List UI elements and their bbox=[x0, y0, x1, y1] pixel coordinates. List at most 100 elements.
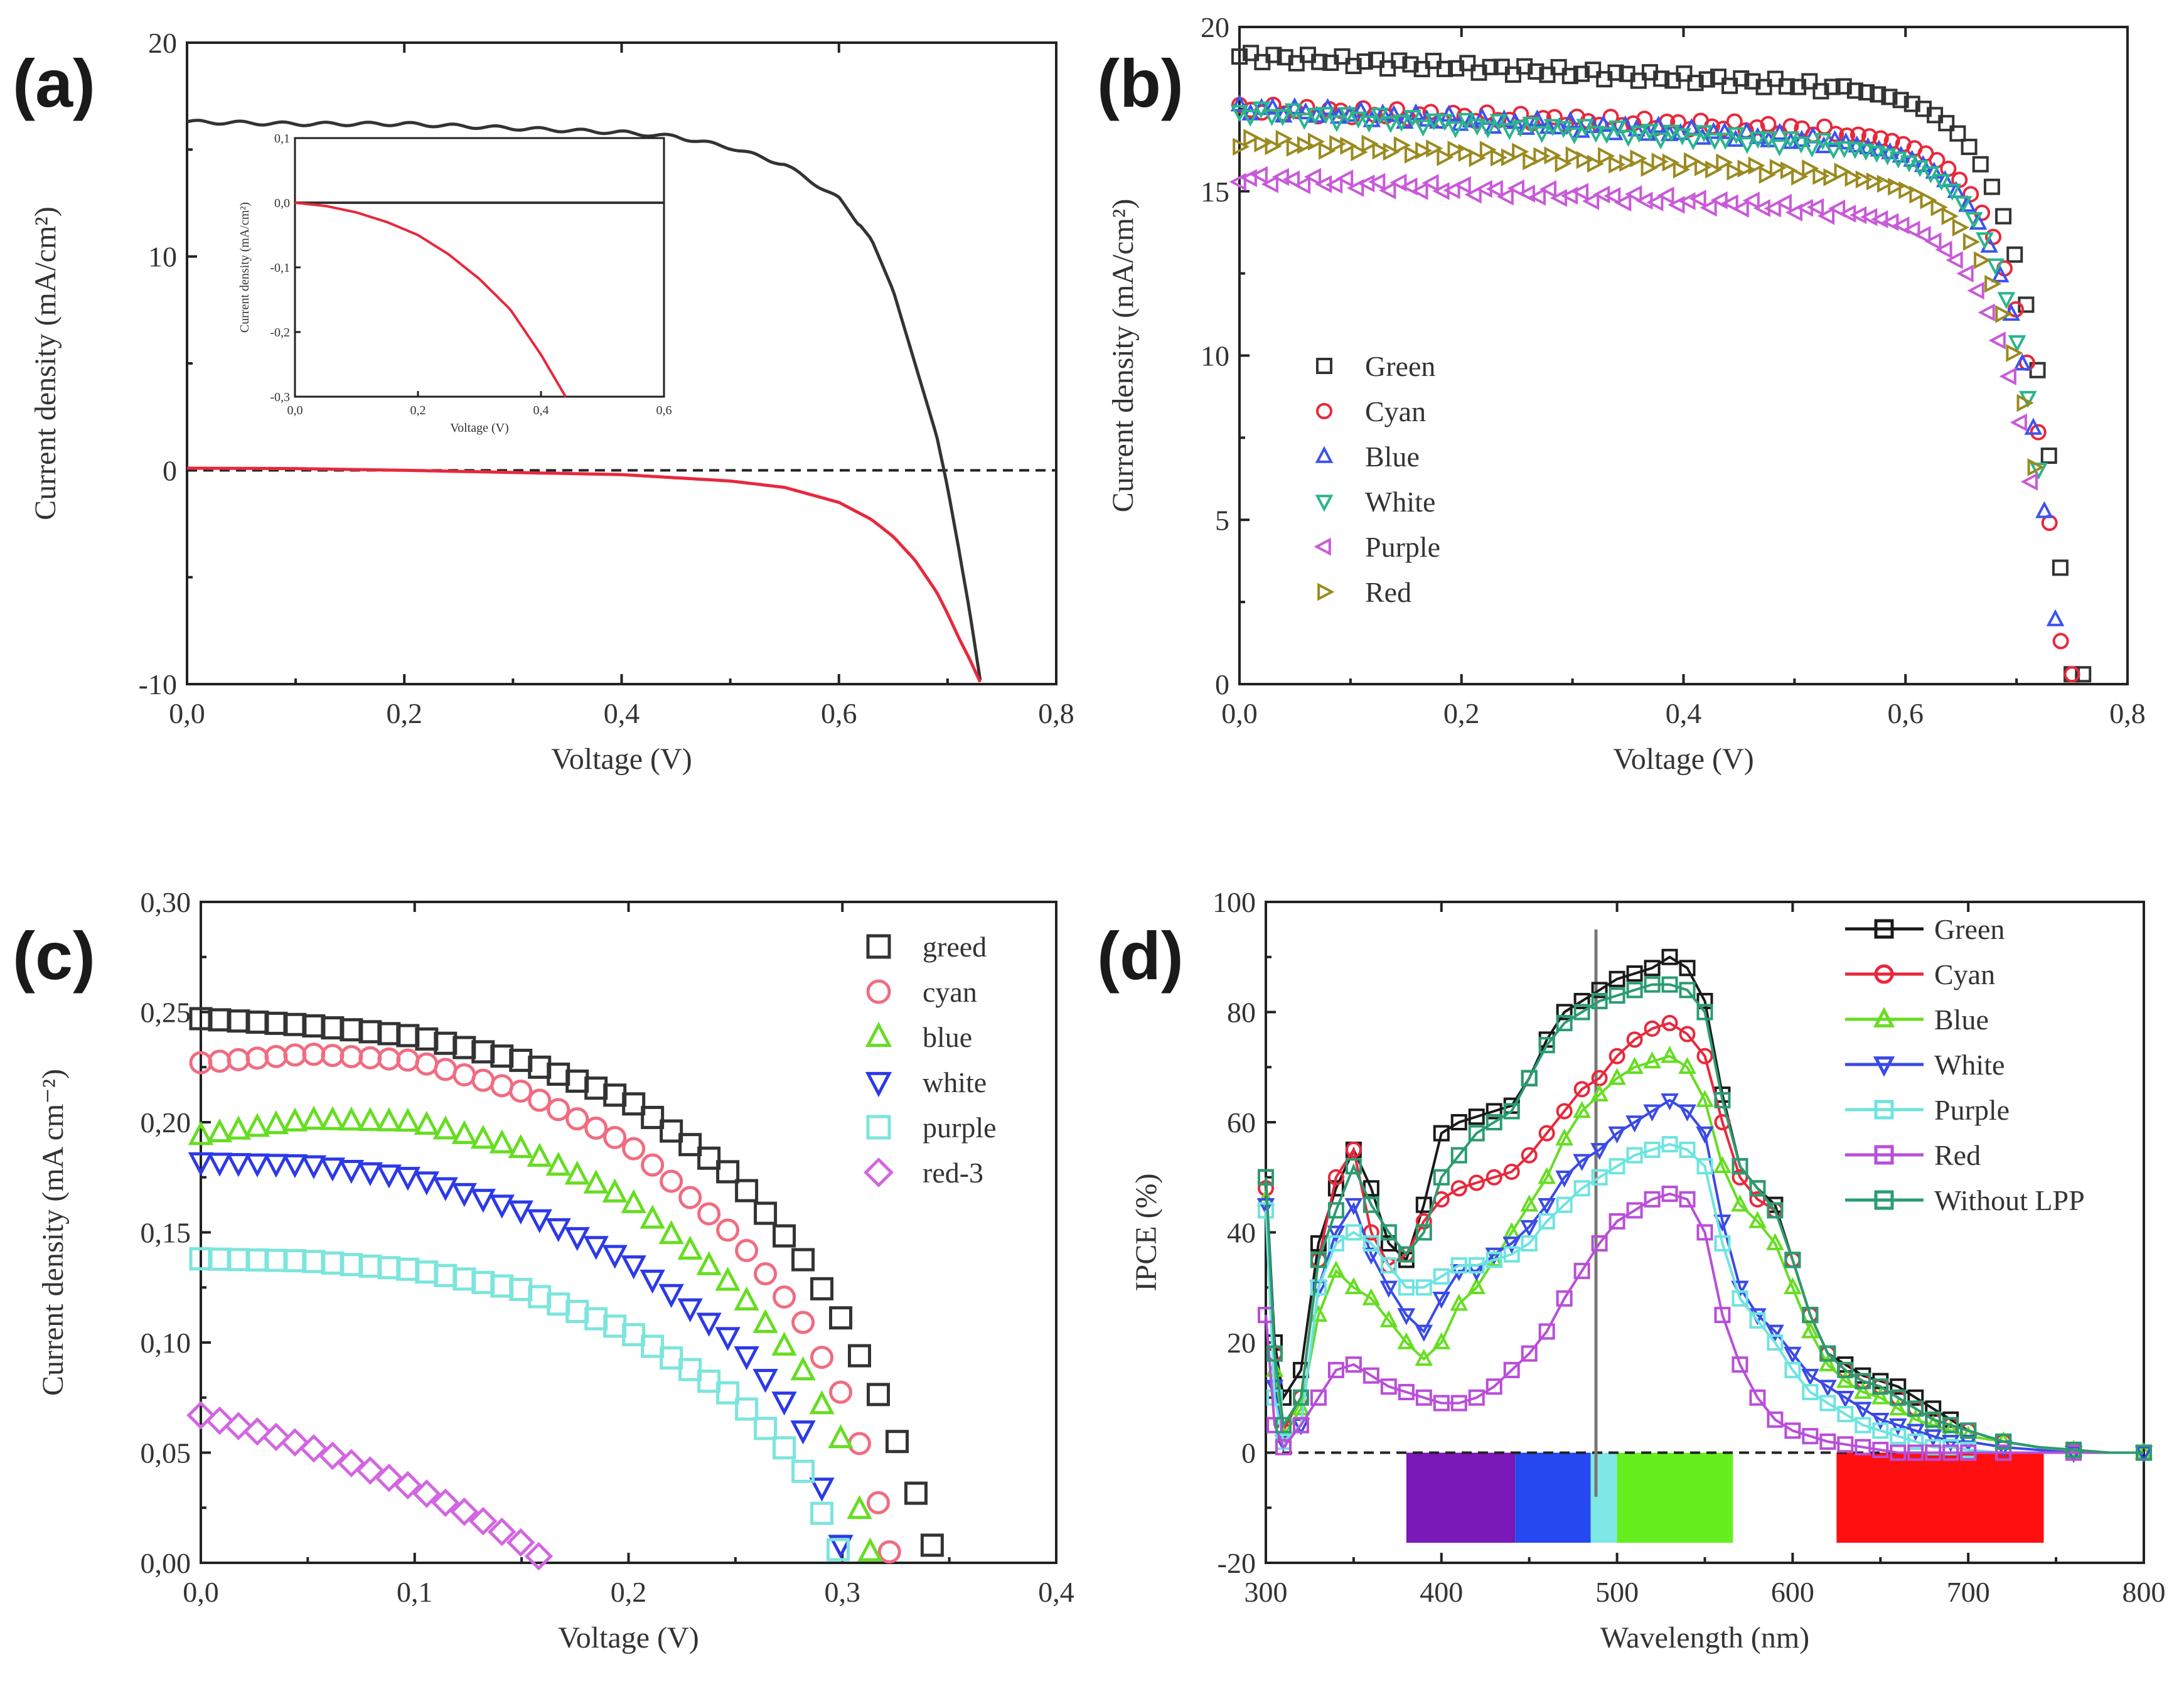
data-point-white bbox=[451, 1182, 477, 1208]
data-point-White bbox=[1414, 119, 1432, 137]
data-point-Without-LPP bbox=[1696, 1004, 1713, 1021]
data-point-Purple bbox=[1646, 193, 1664, 212]
legend-marker-red-3 bbox=[864, 1157, 894, 1187]
data-point-Red bbox=[1962, 233, 1981, 251]
data-point-Red bbox=[1297, 136, 1315, 154]
x-tick-label: 0,4 bbox=[1038, 1576, 1074, 1608]
data-point-Purple bbox=[1411, 182, 1428, 200]
data-point-Green bbox=[1801, 73, 1818, 90]
data-point-White bbox=[1538, 1198, 1556, 1216]
data-point-Cyan bbox=[1732, 1169, 1748, 1186]
data-point-White bbox=[1824, 142, 1843, 159]
x-axis-label: Voltage (V) bbox=[558, 1621, 699, 1654]
data-point-Green bbox=[1573, 992, 1590, 1009]
data-point-Purple bbox=[1398, 1279, 1415, 1296]
data-point-greed bbox=[396, 1024, 420, 1048]
y-axis-label: Current density (mA/cm²) bbox=[29, 206, 62, 520]
data-point-Blue bbox=[1362, 1288, 1381, 1305]
data-point-purple bbox=[622, 1323, 646, 1347]
data-point-Red bbox=[1630, 149, 1647, 168]
data-point-blue bbox=[451, 1120, 477, 1144]
data-point-greed bbox=[584, 1076, 608, 1100]
data-point-greed bbox=[791, 1248, 815, 1272]
data-point-purple bbox=[565, 1299, 589, 1323]
data-point-Green bbox=[1436, 60, 1453, 77]
inset-series-red bbox=[294, 201, 567, 398]
data-point-white bbox=[376, 1164, 402, 1189]
data-point-Purple bbox=[1978, 303, 1995, 322]
data-point-Green bbox=[1778, 78, 1795, 95]
data-point-Red bbox=[1872, 1442, 1889, 1459]
data-point-Red bbox=[1714, 1307, 1731, 1324]
series-purple bbox=[189, 1247, 850, 1562]
data-point-white bbox=[545, 1218, 571, 1243]
data-point-Cyan bbox=[1962, 186, 1979, 203]
data-point-cyan bbox=[245, 1046, 269, 1070]
data-point-Red bbox=[1791, 167, 1809, 186]
data-point-Purple bbox=[1603, 186, 1621, 205]
inset-y-tick-label: 0,1 bbox=[274, 132, 290, 146]
data-point-Purple bbox=[1837, 1406, 1854, 1423]
data-point-White bbox=[1705, 132, 1724, 151]
data-point-white bbox=[677, 1298, 703, 1322]
legend-label-red-3: red-3 bbox=[923, 1157, 983, 1189]
data-point-Blue bbox=[1705, 122, 1723, 139]
panel-label: (c) bbox=[13, 918, 95, 994]
data-point-Purple bbox=[1946, 251, 1963, 269]
data-point-Without-LPP bbox=[1485, 1114, 1502, 1130]
data-point-White bbox=[1630, 126, 1649, 143]
data-point-White bbox=[1489, 114, 1508, 131]
data-point-white bbox=[206, 1152, 233, 1177]
data-point-White bbox=[1344, 1198, 1363, 1216]
data-point-White bbox=[1619, 129, 1637, 147]
data-point-purple bbox=[434, 1263, 458, 1287]
x-tick-label: 0,2 bbox=[1443, 697, 1480, 729]
data-point-White bbox=[1819, 1380, 1837, 1397]
data-point-Without-LPP bbox=[2136, 1444, 2152, 1461]
data-point-White bbox=[1381, 115, 1400, 134]
data-point-Red bbox=[1383, 142, 1400, 161]
data-point-greed bbox=[509, 1048, 533, 1072]
data-point-Red bbox=[1784, 1422, 1801, 1439]
data-point-greed bbox=[885, 1430, 909, 1454]
data-point-red-3 bbox=[488, 1517, 517, 1547]
data-point-Without-LPP bbox=[1890, 1389, 1907, 1406]
data-point-blue bbox=[244, 1113, 270, 1137]
data-point-Green bbox=[1459, 55, 1476, 72]
y-tick-label: -20 bbox=[1218, 1547, 1256, 1579]
data-point-Green bbox=[1687, 75, 1704, 92]
data-point-Without-LPP bbox=[1258, 1169, 1274, 1186]
legend-label-Without-LPP: Without LPP bbox=[1934, 1184, 2085, 1216]
data-point-Red bbox=[1995, 1444, 2012, 1461]
data-point-Purple bbox=[1988, 331, 2006, 350]
data-point-Without-LPP bbox=[1609, 987, 1625, 1004]
data-point-Purple bbox=[1464, 185, 1482, 204]
data-point-Red bbox=[1855, 1439, 1871, 1455]
data-point-Red bbox=[1307, 132, 1325, 151]
data-point-white bbox=[828, 1535, 854, 1559]
data-point-Blue bbox=[1415, 1348, 1433, 1366]
data-point-cyan bbox=[754, 1262, 778, 1285]
data-point-Purple bbox=[1327, 1235, 1344, 1252]
data-point-cyan bbox=[678, 1186, 702, 1209]
data-point-Purple bbox=[1785, 203, 1802, 222]
data-point-Without-LPP bbox=[1591, 992, 1608, 1009]
data-point-Green bbox=[1972, 156, 1989, 173]
data-point-Red bbox=[1372, 141, 1389, 160]
data-point-greed bbox=[227, 1009, 250, 1033]
y-tick-label: 0 bbox=[1241, 1437, 1256, 1469]
data-point-blue bbox=[338, 1106, 365, 1131]
data-point-white bbox=[752, 1369, 778, 1393]
data-point-Green bbox=[1983, 178, 2000, 195]
data-point-red-3 bbox=[412, 1479, 441, 1508]
data-point-White bbox=[1520, 1220, 1539, 1238]
data-point-White bbox=[1662, 124, 1681, 142]
data-point-Without-LPP bbox=[1380, 1224, 1397, 1241]
data-point-Blue bbox=[1625, 1056, 1644, 1075]
data-point-Blue bbox=[1696, 1090, 1714, 1107]
data-point-cyan bbox=[283, 1043, 307, 1067]
data-point-Without-LPP bbox=[1327, 1202, 1344, 1219]
data-point-White bbox=[1792, 136, 1811, 154]
data-point-cyan bbox=[227, 1048, 250, 1071]
data-point-White bbox=[1590, 1143, 1609, 1161]
